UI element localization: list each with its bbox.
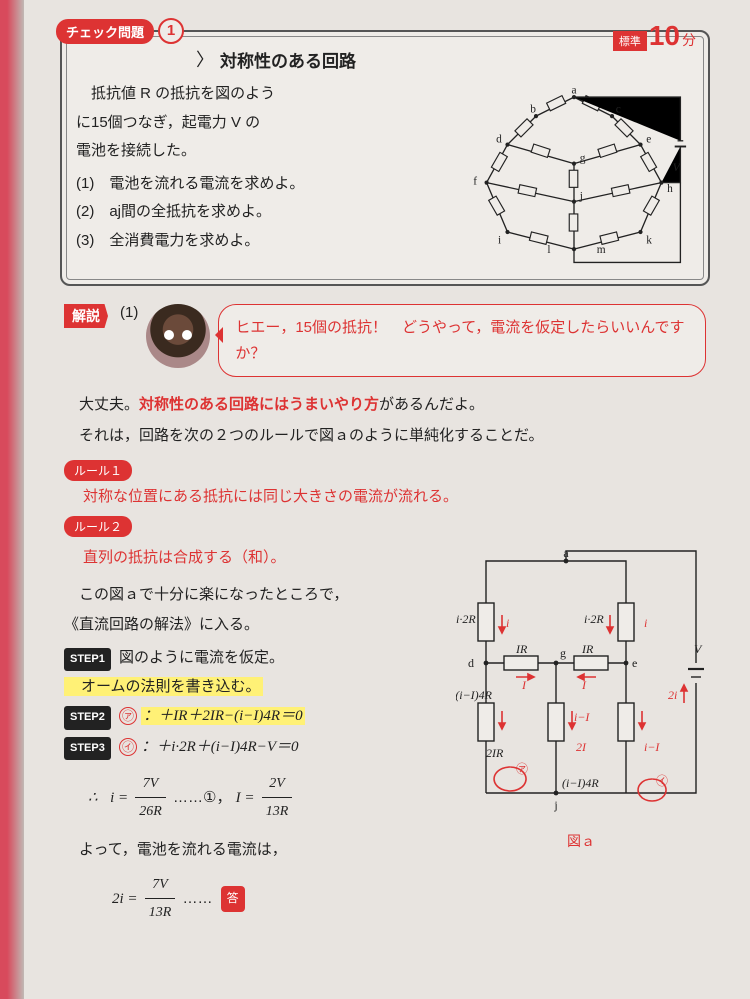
explanation-paragraph: 大丈夫。対称性のある回路にはうまいやり方があるんだよ。	[64, 391, 706, 420]
explanation-paragraph: それは，回路を次の２つのルールで図ａのように単純化することだ。	[64, 422, 706, 451]
loop-marker: ㋑	[119, 738, 137, 756]
svg-text:2IR: 2IR	[486, 746, 504, 760]
svg-text:i·2R: i·2R	[584, 612, 604, 626]
circuit-diagram-a: a d g e j i·2R i i·2R i IR IR I I (i−I)4…	[456, 543, 706, 926]
final-sentence: よって，電池を流れる電流は，	[64, 835, 442, 864]
svg-text:d: d	[496, 134, 502, 146]
question-item: (3) 全消費電力を求めよ。	[76, 227, 444, 256]
difficulty-label: 標準	[613, 31, 647, 51]
explanation-badge: 解説	[64, 304, 108, 328]
svg-text:i: i	[644, 616, 647, 630]
svg-text:i−I: i−I	[644, 740, 660, 754]
rule-badge: ルール２	[64, 516, 132, 537]
title-arrow-icon: 〉	[196, 46, 214, 72]
svg-text:c: c	[616, 103, 621, 115]
explanation-qnum: (1)	[120, 304, 138, 321]
svg-text:IR: IR	[581, 642, 594, 656]
svg-text:d: d	[468, 656, 474, 670]
svg-text:m: m	[597, 244, 606, 256]
equation: ：＋i·2R＋(i−I)4R−V＝0	[141, 739, 298, 755]
svg-text:(i−I)4R: (i−I)4R	[456, 688, 493, 702]
explanation-steps: 直列の抵抗は合成する（和）。 この図ａで十分に楽になったところで， 《直流回路の…	[64, 543, 442, 926]
step-badge: STEP3	[64, 737, 111, 760]
svg-text:2I: 2I	[576, 740, 587, 754]
svg-text:l: l	[547, 244, 550, 256]
speech-text: ヒエー，15個の抵抗！ どうやって，電流を仮定したらいいんですか？	[235, 319, 684, 362]
svg-text:i: i	[498, 234, 501, 246]
page-content: チェック問題 1 標準 10 分 〉 対称性のある回路 抵抗値 R の抵抗を図の…	[40, 0, 730, 926]
svg-text:a: a	[571, 84, 576, 96]
svg-text:h: h	[667, 183, 673, 195]
svg-text:i: i	[506, 616, 509, 630]
problem-line: に15個つなぎ，起電力 V の	[76, 109, 444, 138]
difficulty-unit: 分	[682, 30, 696, 50]
svg-text:(i−I)4R: (i−I)4R	[562, 776, 599, 790]
question-item: (2) aj間の全抵抗を求めよ。	[76, 198, 444, 227]
svg-text:g: g	[580, 153, 586, 165]
svg-text:f: f	[473, 176, 477, 188]
highlighted-text: オームの法則を書き込む。	[64, 677, 263, 696]
svg-text:i−I: i−I	[574, 710, 590, 724]
fraction: 2V13R	[262, 770, 293, 826]
book-spine	[0, 0, 24, 999]
check-label: チェック問題	[56, 19, 154, 44]
svg-text:k: k	[646, 234, 652, 246]
problem-line: 抵抗値 R の抵抗を図のよう	[76, 80, 444, 109]
svg-text:i·2R: i·2R	[456, 612, 476, 626]
check-number: 1	[158, 18, 184, 44]
svg-text:㋑: ㋑	[656, 774, 668, 788]
svg-text:I: I	[581, 678, 587, 692]
explanation-section: 解説 (1) ヒエー，15個の抵抗！ どうやって，電流を仮定したらいいんですか？…	[64, 304, 706, 926]
loop-marker: ㋐	[119, 707, 137, 725]
equation: ：＋IR＋2IR−(i−I)4R＝0	[141, 707, 304, 725]
svg-text:2i: 2i	[668, 688, 677, 702]
svg-text:e: e	[646, 134, 651, 146]
svg-text:b: b	[530, 103, 536, 115]
rule-text: 直列の抵抗は合成する（和）。	[68, 543, 442, 572]
svg-text:g: g	[560, 646, 566, 660]
check-problem-badge: チェック問題 1	[56, 18, 184, 44]
problem-title: 対称性のある回路	[220, 47, 356, 72]
step-badge: STEP1	[64, 648, 111, 671]
difficulty-number: 10	[649, 20, 680, 52]
problem-frame: チェック問題 1 標準 10 分 〉 対称性のある回路 抵抗値 R の抵抗を図の…	[60, 30, 710, 286]
svg-text:e: e	[632, 656, 637, 670]
svg-text:㋐: ㋐	[516, 762, 528, 776]
svg-text:I: I	[521, 678, 527, 692]
problem-text: 抵抗値 R の抵抗を図のよう に15個つなぎ，起電力 V の 電池を接続した。 …	[76, 80, 444, 270]
speech-bubble: ヒエー，15個の抵抗！ どうやって，電流を仮定したらいいんですか？	[218, 304, 706, 377]
fraction: 7V13R	[145, 871, 176, 927]
step-badge: STEP2	[64, 706, 111, 729]
answer-badge: 答	[221, 886, 245, 911]
svg-text:j: j	[553, 798, 557, 812]
problem-line: 電池を接続した。	[76, 137, 444, 166]
figure-label: 図ａ	[456, 831, 706, 851]
svg-text:IR: IR	[515, 642, 528, 656]
circuit-diagram-1: a b c d e f g h i j k l m V	[454, 80, 694, 270]
character-avatar	[146, 304, 210, 368]
fraction: 7V26R	[135, 770, 166, 826]
rule-badge: ルール１	[64, 460, 132, 481]
svg-text:a: a	[563, 546, 569, 560]
difficulty-badge: 標準 10 分	[613, 20, 696, 52]
svg-text:V: V	[694, 642, 703, 656]
question-item: (1) 電池を流れる電流を求めよ。	[76, 170, 444, 199]
svg-text:j: j	[579, 191, 583, 203]
rule-text: 対称な位置にある抵抗には同じ大きさの電流が流れる。	[68, 485, 706, 506]
